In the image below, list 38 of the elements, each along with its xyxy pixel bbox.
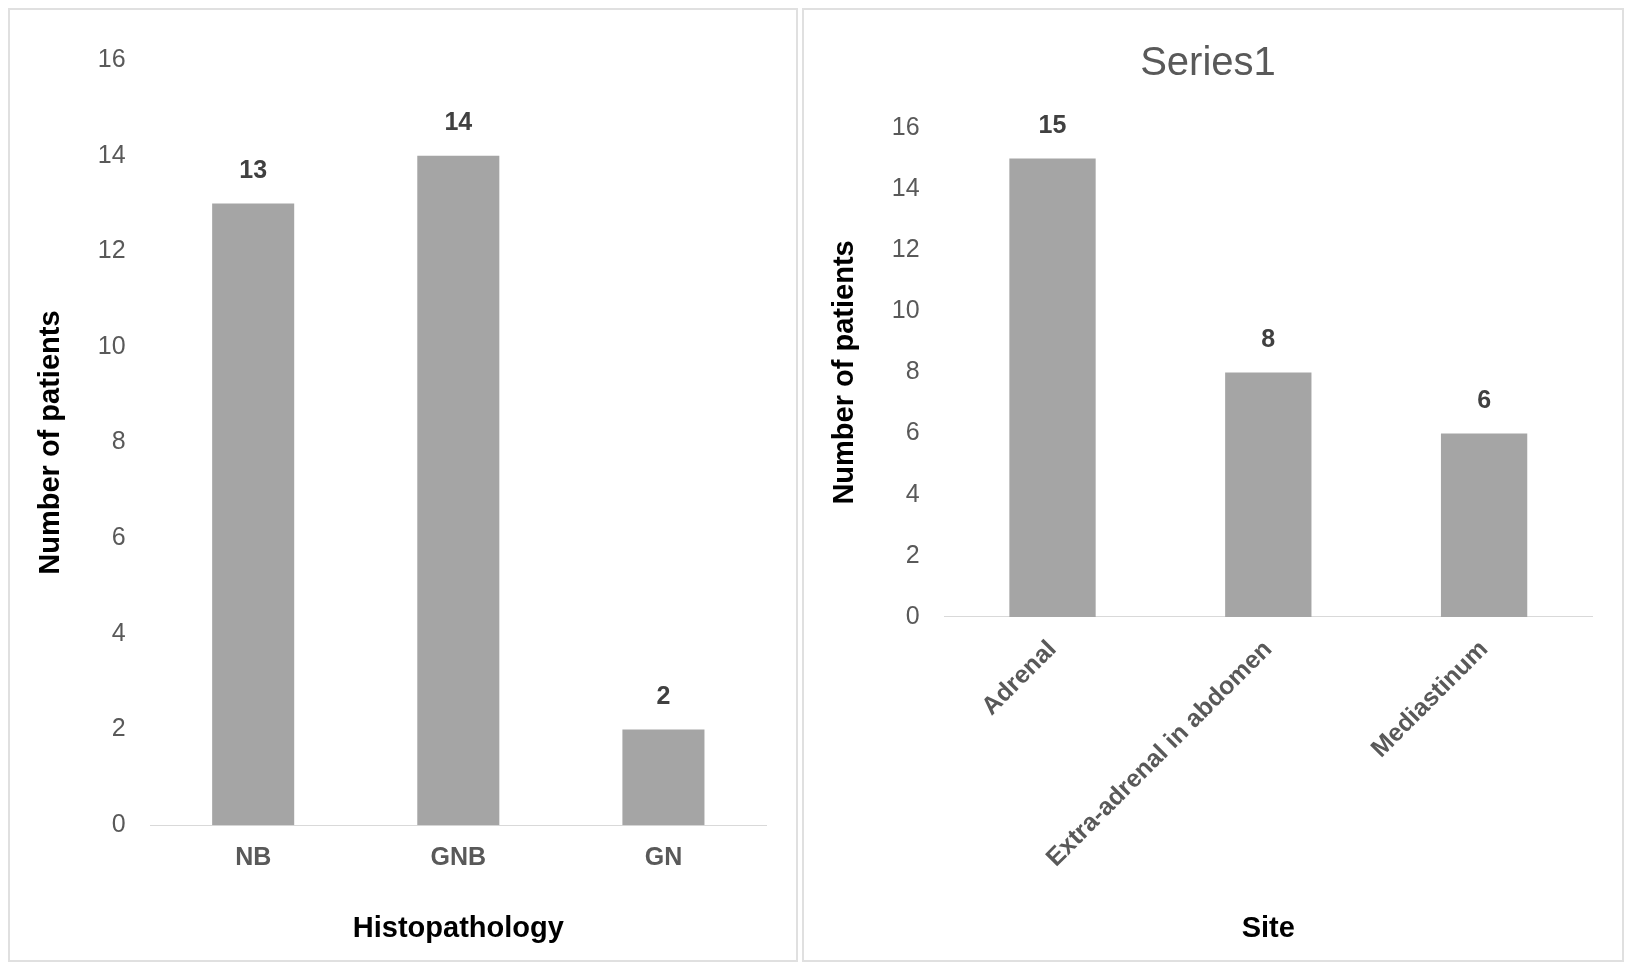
data-label: 13 <box>239 154 268 183</box>
y-tick-label: 16 <box>97 43 126 72</box>
x-axis-title: Histopathology <box>352 910 564 943</box>
bar <box>212 203 295 826</box>
chart-title: Series1 <box>1140 39 1276 84</box>
y-tick-label: 0 <box>111 809 126 838</box>
y-tick-label: 2 <box>905 539 920 568</box>
y-tick-label: 0 <box>905 600 920 629</box>
y-tick-label: 8 <box>111 426 126 455</box>
x-axis-title: Site <box>1241 910 1295 943</box>
data-label: 8 <box>1261 323 1276 352</box>
y-tick-label: 10 <box>97 330 126 359</box>
y-tick-label: 8 <box>905 356 920 385</box>
data-label: 6 <box>1477 384 1492 413</box>
bar <box>1009 158 1096 617</box>
y-tick-label: 6 <box>905 417 920 446</box>
y-tick-label: 10 <box>891 295 920 324</box>
y-tick-label: 14 <box>891 173 920 201</box>
x-tick-label: GNB <box>430 842 487 871</box>
bar <box>1440 433 1528 617</box>
y-tick-label: 6 <box>111 522 126 551</box>
x-tick-label: NB <box>235 842 272 871</box>
bar <box>622 729 705 826</box>
x-tick-label: GN <box>644 842 683 871</box>
data-label: 2 <box>656 680 671 709</box>
y-tick-label: 12 <box>891 234 920 263</box>
y-tick-label: 4 <box>111 617 126 646</box>
y-axis-title: Number of patients <box>827 240 860 505</box>
y-axis-title: Number of patients <box>33 310 66 575</box>
y-tick-label: 16 <box>891 111 920 140</box>
y-tick-label: 14 <box>97 139 126 168</box>
bar <box>1225 372 1312 617</box>
bar <box>417 155 500 826</box>
y-tick-label: 12 <box>97 235 126 264</box>
data-label: 14 <box>444 107 473 136</box>
y-tick-label: 4 <box>905 478 920 507</box>
y-tick-label: 2 <box>111 713 126 742</box>
data-label: 15 <box>1038 109 1067 138</box>
